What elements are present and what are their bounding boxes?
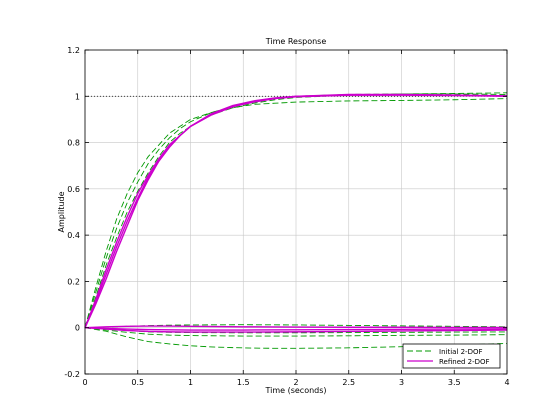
initial-series-line-0 <box>84 98 508 328</box>
y-tick-label: 1 <box>75 92 80 101</box>
x-tick-label: 0.5 <box>131 378 144 387</box>
x-tick-label: 2 <box>293 378 298 387</box>
x-tick-label: 3.5 <box>448 378 461 387</box>
refined-series-line-9 <box>84 94 508 329</box>
x-tick-label: 2.5 <box>342 378 355 387</box>
y-tick-label: 0.2 <box>67 277 80 286</box>
x-tick-label: 3 <box>399 378 404 387</box>
legend-box <box>402 343 501 369</box>
initial-series-line-3 <box>84 327 508 349</box>
x-tick-label: 4 <box>504 378 509 387</box>
initial-series-line-4 <box>84 327 508 337</box>
chart-title: Time Response <box>265 37 327 46</box>
refined-series-line-12 <box>84 327 508 333</box>
x-tick-label: 1.5 <box>237 378 250 387</box>
x-tick-label: 0 <box>82 378 87 387</box>
series-layer <box>84 92 508 349</box>
y-tick-label: 1.2 <box>67 46 80 55</box>
y-tick-label: 0.4 <box>67 231 80 240</box>
y-tick-label: -0.2 <box>64 370 80 379</box>
x-axis-label: Time (seconds) <box>264 386 326 395</box>
y-axis-label: Amplitude <box>57 191 66 232</box>
initial-series-line-2 <box>84 92 508 328</box>
legend-label-initial: Initial 2-DOF <box>439 348 483 356</box>
x-tick-label: 1 <box>188 378 193 387</box>
refined-series-line-10 <box>84 325 507 329</box>
tick-layer: 0 0.5 1 1.5 2 2.5 3 3.5 4-0.200.20.40.60.811.2 <box>64 46 509 387</box>
y-tick-label: 0 <box>75 324 80 333</box>
y-tick-label: 0.8 <box>67 139 80 148</box>
refined-series-line-11 <box>84 327 508 331</box>
legend: Initial 2-DOF Refined 2-DOF <box>402 343 501 369</box>
y-tick-label: 0.6 <box>67 185 80 194</box>
legend-label-refined: Refined 2-DOF <box>439 358 490 366</box>
